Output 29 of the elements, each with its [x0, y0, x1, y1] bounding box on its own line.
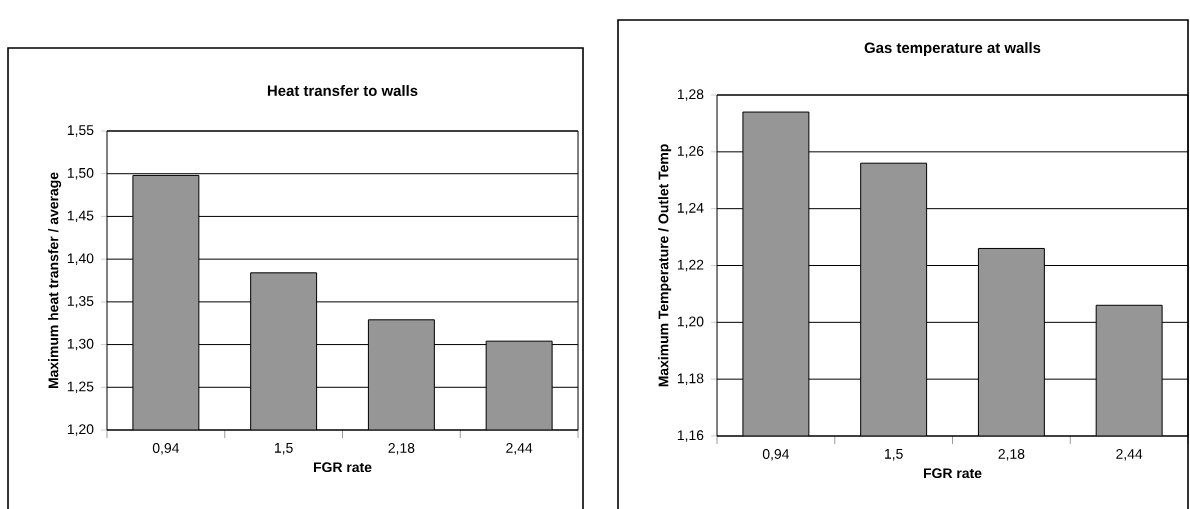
x-axis-title: FGR rate: [924, 468, 982, 479]
y-tick-label: 1,16: [677, 430, 704, 442]
x-tick-label: 0,94: [152, 443, 180, 455]
y-tick-label: 1,30: [67, 338, 94, 351]
y-tick-label: 1,25: [67, 381, 94, 394]
y-tick-label: 1,22: [677, 259, 704, 272]
y-tick-label: 1,55: [67, 125, 94, 137]
x-tick-label: 0,94: [762, 449, 790, 461]
x-tick-label: 1,5: [275, 443, 293, 455]
y-tick-label: 1,18: [677, 373, 704, 385]
y-tick-label: 1,45: [67, 210, 94, 223]
y-tick-label: 1,26: [677, 146, 704, 158]
x-tick-label: 2,18: [388, 443, 415, 455]
y-axis-title: Maximum heat transfer / average: [48, 172, 62, 389]
y-tick-label: 1,40: [67, 253, 94, 265]
y-tick-label: 1,24: [677, 202, 704, 215]
x-tick-label: 2,44: [1116, 449, 1143, 461]
y-tick-label: 1,35: [67, 296, 94, 308]
y-tick-label: 1,50: [67, 167, 94, 180]
y-axis-title: Maximum Temperature / Outlet Temp: [658, 144, 672, 387]
y-tick-label: 1,20: [67, 424, 94, 436]
y-tick-label: 1,28: [677, 89, 704, 101]
y-tick-label: 1,20: [677, 316, 704, 329]
chart-title: Gas temperature at walls: [864, 42, 1041, 56]
x-tick-label: 2,18: [998, 449, 1025, 461]
chart-title: Heat transfer to walls: [267, 85, 418, 97]
x-axis-title: FGR rate: [314, 462, 372, 473]
x-tick-label: 1,5: [885, 449, 903, 461]
x-tick-label: 2,44: [506, 443, 533, 455]
